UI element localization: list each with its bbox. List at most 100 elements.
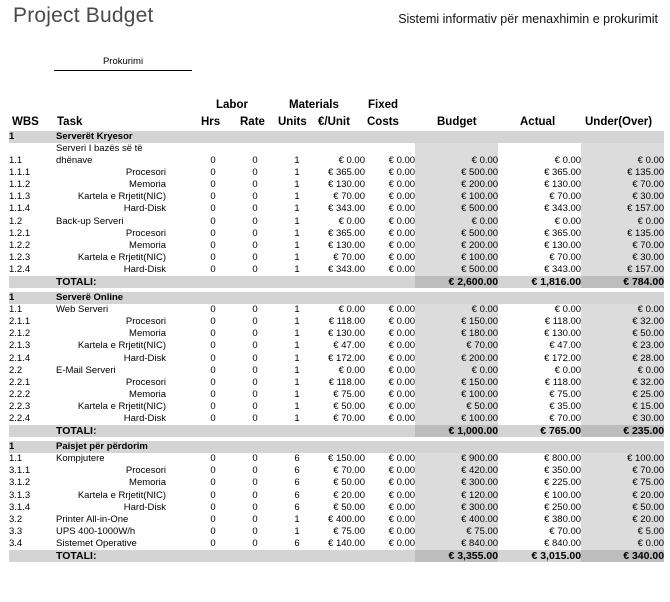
hrs-cell: 0 <box>210 513 216 525</box>
rate-cell: 0 <box>252 400 258 412</box>
under-over-cell: € 20.00 <box>581 489 665 502</box>
under-over-cell <box>581 292 665 305</box>
rate-cell: 0 <box>252 191 258 203</box>
wbs-cell: 3.2 <box>9 513 23 525</box>
units-cell: 1 <box>294 167 300 179</box>
total-label: TOTALI: <box>56 275 416 289</box>
wbs-cell: 1.1 <box>9 304 23 316</box>
under-over-cell <box>581 441 665 454</box>
wbs-cell: 3.1.2 <box>9 477 31 489</box>
rate-cell: 0 <box>252 304 258 316</box>
unit-cost-cell: € 70.00 <box>333 465 365 477</box>
actual-cell: € 118.00 <box>544 316 582 328</box>
hrs-cell: 0 <box>210 465 216 477</box>
task-cell: Kartela e Rrjetit(NIC) <box>77 340 166 352</box>
total-under-over: € 235.00 <box>581 425 665 438</box>
units-cell: 6 <box>294 501 300 513</box>
hrs-cell: 0 <box>210 227 216 239</box>
hrs-cell: 0 <box>210 251 216 263</box>
task-cell: Back-up Serveri <box>56 215 124 227</box>
wbs-cell: 1.2 <box>9 215 23 227</box>
table-row: 1.2.3 Kartela e Rrjetit(NIC) 0 0 1 € 70.00 € 0… <box>9 251 665 264</box>
unit-cost-cell: € 140.00 <box>328 537 365 549</box>
unit-cost-cell: € 400.00 <box>328 513 365 525</box>
rate-cell: 0 <box>252 316 258 328</box>
hrs-cell: 0 <box>210 352 216 364</box>
hrs-cell: 0 <box>210 525 216 537</box>
header-hrs: Hrs <box>201 116 221 128</box>
rate-cell: 0 <box>252 501 258 513</box>
task-cell: Memoria <box>129 388 166 400</box>
total-under-over: € 340.00 <box>581 550 665 563</box>
budget-cell: € 150.00 <box>415 376 499 389</box>
total-budget: € 3,355.00 <box>415 550 499 563</box>
total-budget: € 1,000.00 <box>415 425 499 438</box>
fixed-cost-cell: € 0.00 <box>388 191 416 203</box>
rate-cell: 0 <box>252 263 258 275</box>
under-over-cell: € 135.00 <box>581 167 665 180</box>
rate-cell: 0 <box>252 489 258 501</box>
hrs-cell: 0 <box>210 215 216 227</box>
wbs-cell: 1.1.3 <box>9 191 31 203</box>
wbs-cell: 2.2.1 <box>9 376 31 388</box>
under-over-cell: € 70.00 <box>581 179 665 192</box>
under-over-cell: € 70.00 <box>581 465 665 478</box>
table-row: 3.1.2 Memoria 0 0 6 € 50.00 € 0.00 € 300.00 € 22… <box>9 477 665 490</box>
units-cell: 1 <box>294 251 300 263</box>
units-cell: 1 <box>294 513 300 525</box>
unit-cost-cell: € 50.00 <box>333 501 365 513</box>
actual-cell: € 0.00 <box>554 364 582 376</box>
under-over-cell: € 0.00 <box>581 215 665 228</box>
total-wbs <box>9 275 56 289</box>
task-cell: Hard-Disk <box>123 352 166 364</box>
section-name: Paisjet për përdorim <box>56 441 416 454</box>
budget-cell: € 200.00 <box>415 352 499 365</box>
budget-cell: € 0.00 <box>415 143 499 168</box>
units-cell: 6 <box>294 537 300 549</box>
unit-cost-cell: € 130.00 <box>328 179 365 191</box>
budget-cell <box>415 131 499 144</box>
budget-cell: € 100.00 <box>415 191 499 204</box>
signature-line <box>54 70 192 71</box>
units-cell: 6 <box>294 477 300 489</box>
fixed-cost-cell: € 0.00 <box>388 376 416 388</box>
wbs-cell: 1.2.2 <box>9 239 31 251</box>
budget-cell: € 400.00 <box>415 513 499 526</box>
rate-cell: 0 <box>252 477 258 489</box>
budget-cell: € 900.00 <box>415 453 499 466</box>
hrs-cell: 0 <box>210 400 216 412</box>
unit-cost-cell: € 365.00 <box>328 167 365 179</box>
unit-cost-cell: € 343.00 <box>328 263 365 275</box>
header-costs: Costs <box>367 116 399 128</box>
actual-cell: € 118.00 <box>544 376 582 388</box>
rate-cell: 0 <box>252 453 258 465</box>
budget-table-body: 1 Serverët Kryesor 1.1 Serveri I bazës së t… <box>9 131 665 563</box>
budget-cell: € 420.00 <box>415 465 499 478</box>
actual-cell: € 800.00 <box>544 453 582 465</box>
unit-cost-cell: € 75.00 <box>333 388 365 400</box>
fixed-cost-cell: € 0.00 <box>388 227 416 239</box>
units-cell: 1 <box>294 316 300 328</box>
budget-cell: € 100.00 <box>415 388 499 401</box>
units-cell: 1 <box>294 155 300 167</box>
unit-cost-cell: € 50.00 <box>333 400 365 412</box>
fixed-cost-cell: € 0.00 <box>388 537 416 549</box>
budget-cell: € 200.00 <box>415 179 499 192</box>
fixed-cost-cell: € 0.00 <box>388 203 416 215</box>
unit-cost-cell: € 150.00 <box>328 453 365 465</box>
rate-cell: 0 <box>252 155 258 167</box>
hrs-cell: 0 <box>210 263 216 275</box>
section-name: Serverët Kryesor <box>56 131 416 144</box>
units-cell: 1 <box>294 239 300 251</box>
actual-cell: € 250.00 <box>544 501 582 513</box>
task-cell: Memoria <box>129 239 166 251</box>
actual-cell: € 130.00 <box>544 179 582 191</box>
table-row: 1.1.1 Procesori 0 0 1 € 365.00 € 0.00 € 500.00 €… <box>9 167 665 180</box>
units-cell: 1 <box>294 191 300 203</box>
table-row: 2.2.3 Kartela e Rrjetit(NIC) 0 0 1 € 50.00 € 0… <box>9 400 665 413</box>
actual-cell: € 350.00 <box>544 465 582 477</box>
actual-cell: € 70.00 <box>549 251 582 263</box>
wbs-cell: 3.4 <box>9 537 23 549</box>
actual-cell: € 840.00 <box>544 537 582 549</box>
fixed-cost-cell: € 0.00 <box>388 477 416 489</box>
